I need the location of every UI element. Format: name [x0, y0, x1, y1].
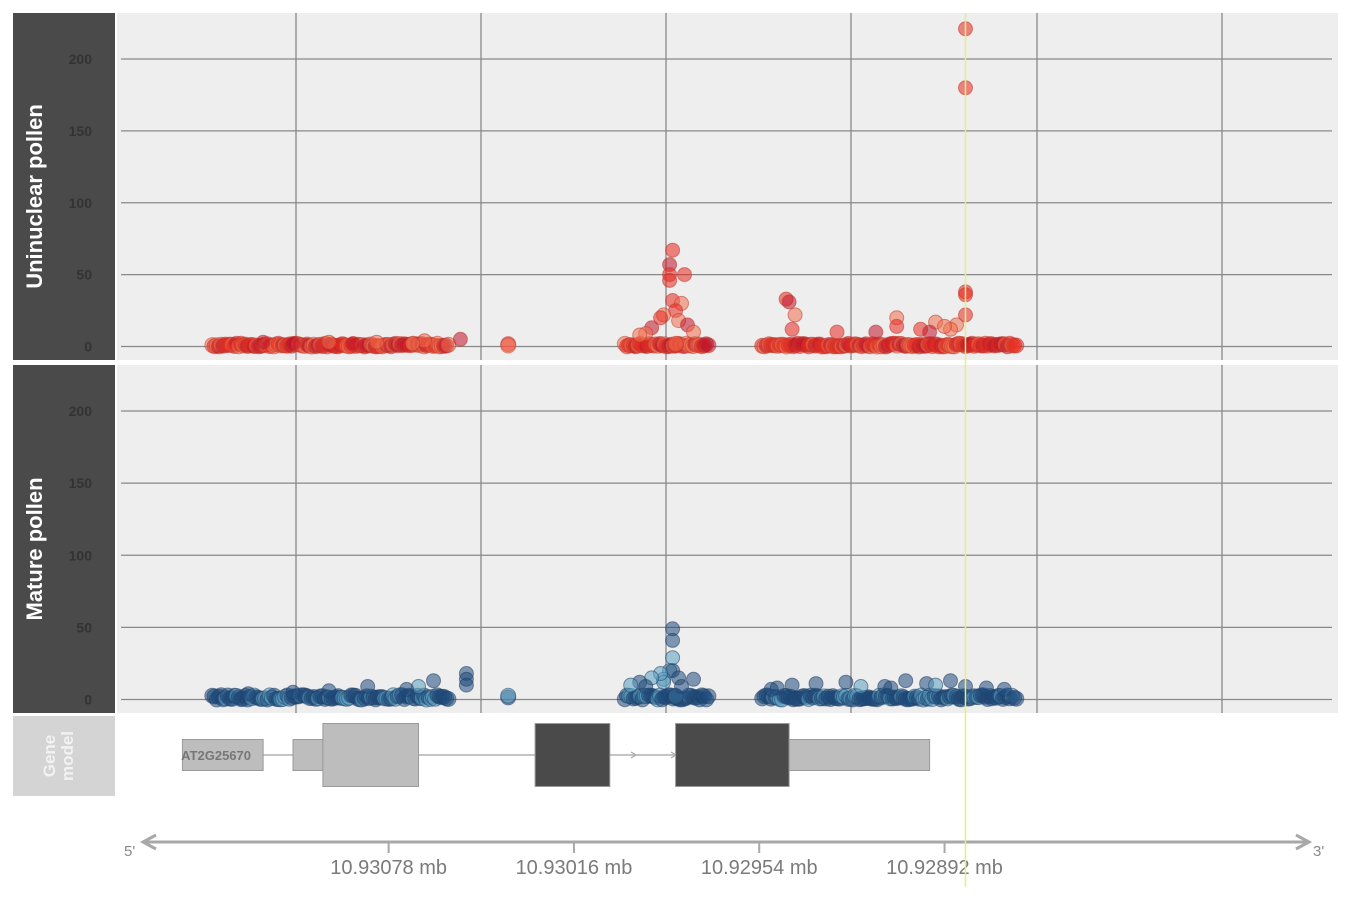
data-point: [653, 310, 669, 326]
x-axis-arrowhead-right: [1295, 833, 1313, 851]
data-point: [808, 676, 824, 692]
y-tick-label: 50: [76, 267, 92, 283]
data-point: [674, 679, 689, 694]
x-tick-label: 10.93016 mb: [516, 857, 633, 879]
track-title-2: Mature pollen: [22, 477, 47, 620]
data-point: [285, 684, 301, 700]
data-point: [399, 681, 415, 697]
y-tick-label: 150: [69, 123, 93, 139]
data-point: [321, 683, 337, 699]
y-tick-label: 0: [84, 339, 92, 355]
data-point: [240, 686, 256, 702]
y-tick-label: 0: [84, 692, 92, 708]
data-point: [632, 327, 648, 343]
data-point: [662, 272, 678, 288]
data-point: [686, 324, 701, 340]
data-point: [458, 677, 474, 693]
x-axis-end-label: 3': [1313, 843, 1324, 860]
data-point: [787, 307, 803, 323]
x-tick-label: 10.92892 mb: [886, 857, 1003, 879]
y-tick-label: 200: [69, 403, 93, 419]
x-tick-label: 10.92954 mb: [701, 857, 818, 879]
data-point: [255, 334, 271, 350]
plot-panel-2: [117, 365, 1338, 713]
data-point: [369, 334, 385, 350]
data-point: [784, 321, 800, 337]
data-point: [677, 267, 692, 283]
track-strip-1: [13, 13, 115, 360]
data-point: [285, 336, 301, 352]
data-point: [829, 324, 845, 340]
track-strip-2: [13, 365, 115, 713]
exon-utr: [322, 723, 420, 787]
gene-name-label: AT2G25670: [181, 748, 251, 763]
y-tick-label: 50: [76, 619, 92, 635]
data-point: [500, 687, 517, 704]
data-point: [623, 677, 639, 693]
x-tick-label: 10.93078 mb: [330, 857, 447, 879]
data-point: [868, 324, 884, 340]
gene-model-title-line2: model: [58, 731, 77, 781]
data-point: [426, 673, 441, 689]
track-title-1: Uninuclear pollen: [22, 104, 47, 289]
exon-utr: [788, 739, 931, 771]
data-point: [345, 336, 361, 352]
data-point: [452, 331, 468, 347]
x-axis-start-label: 5': [124, 843, 135, 860]
data-point: [769, 680, 785, 696]
data-point: [665, 242, 681, 258]
data-point: [405, 336, 421, 352]
data-point: [889, 318, 905, 334]
data-point: [440, 691, 457, 707]
x-axis-arrowhead-left: [139, 833, 157, 851]
data-point: [883, 680, 899, 696]
exon-cds: [675, 723, 790, 787]
exon-utr: [292, 739, 324, 771]
data-point: [700, 688, 717, 705]
data-point: [838, 674, 854, 690]
data-point: [781, 294, 797, 310]
exon-utr: [181, 739, 264, 771]
data-point: [898, 673, 914, 689]
data-point: [937, 318, 952, 334]
y-tick-label: 100: [69, 195, 93, 211]
data-point: [784, 677, 800, 693]
data-point: [700, 337, 717, 354]
data-point: [1008, 337, 1025, 354]
gene-model-strip: [13, 716, 115, 796]
y-tick-label: 200: [69, 51, 93, 67]
data-point: [667, 335, 684, 352]
y-tick-label: 100: [69, 547, 93, 563]
gene-model-title-line1: Gene: [40, 735, 59, 778]
data-point: [665, 650, 681, 666]
plot-panel-1: [117, 13, 1338, 360]
data-point: [686, 671, 701, 687]
data-point: [638, 679, 654, 694]
data-point: [321, 334, 337, 350]
strand-arrow: [630, 751, 638, 759]
data-point: [928, 677, 944, 693]
data-point: [996, 681, 1012, 697]
data-point: [943, 673, 958, 689]
data-point: [360, 679, 376, 694]
data-point: [853, 679, 869, 694]
y-tick-label: 150: [69, 475, 93, 491]
data-point: [500, 337, 517, 354]
data-point: [665, 632, 681, 648]
data-point: [1008, 690, 1025, 707]
exon-cds: [534, 723, 611, 787]
data-point: [922, 324, 938, 340]
data-point: [978, 680, 994, 696]
